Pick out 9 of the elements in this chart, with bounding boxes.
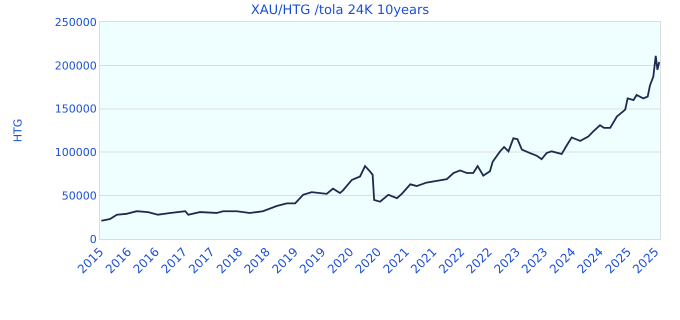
chart-title: XAU/HTG /tola 24K 10years xyxy=(250,2,430,18)
y-tick-label: 150000 xyxy=(54,102,97,116)
y-tick-label: 200000 xyxy=(54,59,97,72)
y-tick-label: 50000 xyxy=(62,189,97,202)
y-tick-label: 0 xyxy=(90,232,97,246)
y-tick-label: 100000 xyxy=(54,146,97,160)
y-tick-label: 250000 xyxy=(54,16,97,29)
y-axis-title: HTG xyxy=(11,118,24,142)
line-series xyxy=(100,54,660,222)
